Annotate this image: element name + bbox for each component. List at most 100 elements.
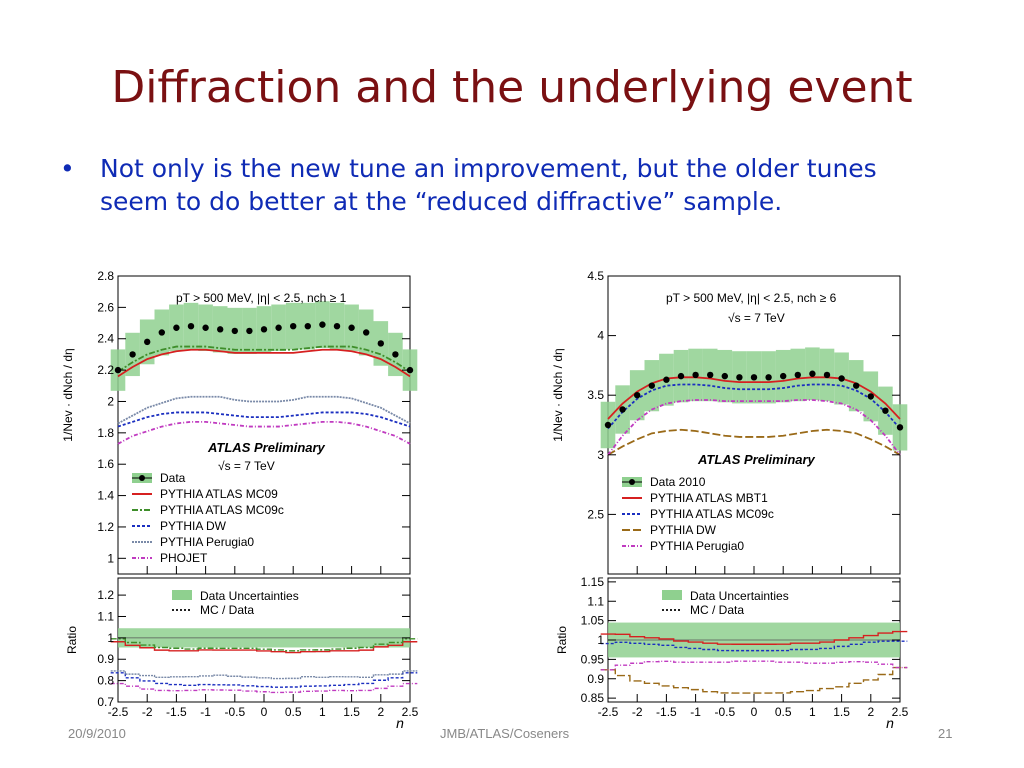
data-point bbox=[823, 371, 831, 379]
data-point bbox=[750, 374, 758, 381]
data-point bbox=[882, 407, 889, 414]
data-point bbox=[246, 327, 253, 335]
data-point bbox=[809, 370, 816, 377]
x-tick-label: 1 bbox=[319, 705, 326, 719]
legend-entry: Data bbox=[160, 471, 186, 485]
x-tick-label: 0.5 bbox=[285, 705, 302, 719]
data-point bbox=[363, 329, 370, 336]
data-point bbox=[260, 326, 268, 333]
legend-entry: PYTHIA DW bbox=[650, 523, 717, 537]
ratio-y-tick-label: 0.95 bbox=[581, 652, 605, 666]
ratio-series-line bbox=[110, 672, 418, 688]
legend-entry: PYTHIA ATLAS MBT1 bbox=[650, 491, 768, 505]
ratio-legend-band-swatch bbox=[172, 590, 192, 600]
data-point bbox=[304, 322, 311, 330]
atlas-preliminary-label: ATLAS Preliminary bbox=[207, 440, 326, 455]
legend-entry: PYTHIA ATLAS MC09c bbox=[160, 503, 284, 517]
data-point bbox=[348, 324, 355, 331]
data-point bbox=[319, 321, 326, 328]
ratio-y-tick-label: 1 bbox=[107, 631, 114, 645]
x-tick-label: 2.5 bbox=[892, 705, 908, 719]
x-tick-label: -0.5 bbox=[224, 705, 245, 719]
x-axis-label: η bbox=[396, 715, 404, 728]
data-point bbox=[144, 338, 151, 346]
data-point bbox=[377, 340, 384, 347]
legend-entry: PYTHIA ATLAS MC09 bbox=[160, 487, 278, 501]
legend-entry: Data 2010 bbox=[650, 475, 706, 489]
x-tick-label: -1 bbox=[200, 705, 211, 719]
data-point bbox=[794, 371, 801, 379]
chart-right: 4.5 4 3.5 3 2.5 1.15 1.1 1.05 1 0.95 0.9 0.85-2.5 -2… bbox=[551, 269, 908, 728]
series-line bbox=[117, 420, 411, 445]
x-tick-label: -0.5 bbox=[714, 705, 735, 719]
series-line bbox=[607, 383, 901, 430]
legend-entry: PHOJET bbox=[160, 551, 208, 565]
y-tick-label: 2.6 bbox=[97, 300, 114, 314]
atlas-preliminary-label: ATLAS Preliminary bbox=[697, 452, 816, 467]
data-point bbox=[392, 351, 399, 358]
ratio-series-line bbox=[110, 682, 418, 694]
series-line bbox=[117, 348, 411, 378]
x-tick-label: 0 bbox=[261, 705, 268, 719]
data-point bbox=[173, 324, 180, 331]
energy-label: √s = 7 TeV bbox=[728, 311, 785, 325]
ratio-legend-entry: MC / Data bbox=[200, 603, 254, 617]
data-point bbox=[231, 327, 238, 335]
bullet-text: Not only is the new tune an improvement,… bbox=[100, 154, 877, 216]
footer-source: JMB/ATLAS/Coseners bbox=[440, 726, 570, 741]
ratio-y-tick-label: 0.7 bbox=[97, 695, 114, 709]
data-point bbox=[187, 322, 195, 330]
data-point bbox=[202, 324, 209, 331]
x-axis-label: η bbox=[886, 715, 894, 728]
chart-left: 2.8 2.6 2.4 2.2 2 1.8 1.6 1.4 1.2 1 1.2 1.1 1 0.9 0.8 0… bbox=[61, 269, 418, 728]
x-tick-label: -1.5 bbox=[166, 705, 187, 719]
data-point bbox=[217, 326, 224, 333]
legend-entry: PYTHIA DW bbox=[160, 519, 227, 533]
data-point bbox=[677, 372, 685, 380]
ratio-series-line bbox=[110, 641, 418, 654]
ratio-y-tick-label: 1.15 bbox=[581, 575, 605, 589]
ratio-y-tick-label: 1.1 bbox=[97, 609, 114, 623]
ratio-y-tick-label: 0.9 bbox=[587, 672, 604, 686]
x-tick-label: -1.5 bbox=[656, 705, 677, 719]
y-tick-label: 2.5 bbox=[587, 507, 604, 521]
slide-title: Diffraction and the underlying event bbox=[111, 62, 913, 113]
y-tick-label: 3.5 bbox=[587, 388, 604, 402]
ratio-y-tick-label: 1.05 bbox=[581, 614, 605, 628]
data-point bbox=[721, 372, 728, 380]
data-point bbox=[692, 371, 699, 379]
x-tick-label: -2 bbox=[632, 705, 643, 719]
ratio-y-tick-label: 0.85 bbox=[581, 691, 605, 705]
y-tick-label: 3 bbox=[597, 448, 604, 462]
ratio-y-axis-label: Ratio bbox=[555, 626, 569, 654]
x-tick-label: -2 bbox=[142, 705, 153, 719]
ratio-series-line bbox=[600, 640, 908, 652]
series-line bbox=[117, 395, 411, 425]
data-point bbox=[707, 371, 714, 379]
data-point bbox=[290, 322, 297, 330]
x-tick-label: 2 bbox=[867, 705, 874, 719]
y-axis-label: 1/Nev · dNch / dη bbox=[61, 348, 75, 441]
legend-entry: PYTHIA Perugia0 bbox=[160, 535, 254, 549]
data-point bbox=[663, 376, 670, 383]
ratio-y-tick-label: 1.2 bbox=[97, 588, 114, 602]
data-point bbox=[129, 351, 136, 358]
x-tick-label: 1 bbox=[809, 705, 816, 719]
data-point bbox=[853, 382, 860, 389]
ratio-y-tick-label: 1 bbox=[597, 633, 604, 647]
x-tick-label: 2.5 bbox=[402, 705, 418, 719]
y-axis-label: 1/Nev · dNch / dη bbox=[551, 348, 565, 441]
ratio-series-line bbox=[600, 630, 908, 645]
footer-page-number: 21 bbox=[938, 726, 953, 741]
legend-entry: PYTHIA Perugia0 bbox=[650, 539, 744, 553]
x-tick-label: 0 bbox=[751, 705, 758, 719]
ratio-y-tick-label: 0.9 bbox=[97, 652, 114, 666]
y-tick-label: 4.5 bbox=[587, 269, 604, 283]
data-point bbox=[867, 393, 874, 400]
x-tick-label: -1 bbox=[690, 705, 701, 719]
data-point bbox=[333, 322, 341, 330]
cut-annotation: pT > 500 MeV, |η| < 2.5, nch ≥ 1 bbox=[176, 291, 347, 305]
data-point bbox=[736, 374, 743, 381]
x-tick-label: 2 bbox=[377, 705, 384, 719]
y-tick-label: 2.2 bbox=[97, 363, 114, 377]
